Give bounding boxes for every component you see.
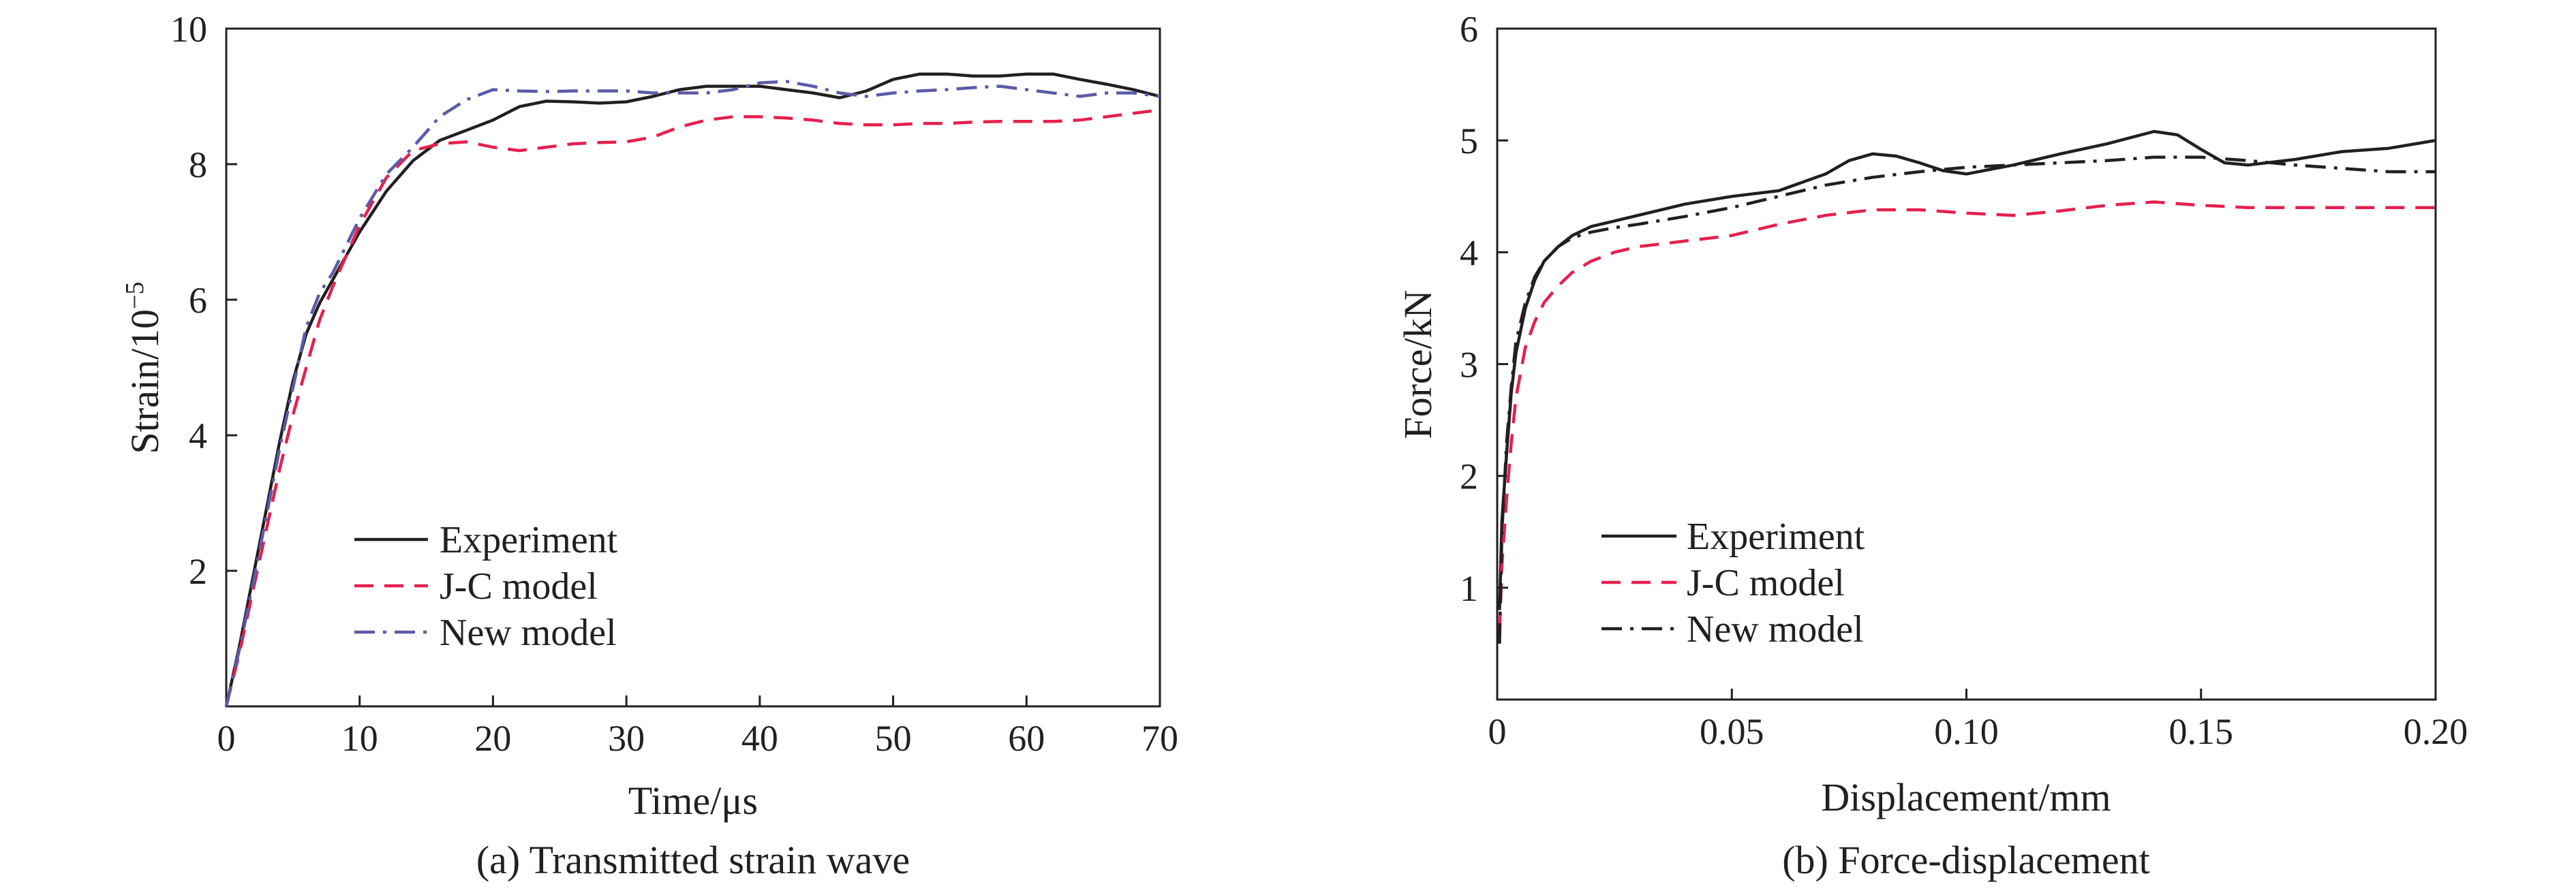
y-axis-title-exponent: −5 [121, 281, 149, 309]
y-tick-label: 2 [1460, 456, 1478, 497]
tick-labels: 0 0.05 0.10 0.15 0.20 1 2 3 4 5 6 [1460, 9, 2468, 752]
x-tick-label: 0 [217, 718, 236, 759]
legend-label-new-model: New model [1687, 608, 1864, 651]
caption-a: (a) Transmitted strain wave [476, 838, 910, 882]
x-tick-label: 0 [1488, 711, 1507, 752]
x-tick-label: 0.20 [2404, 711, 2468, 752]
chart-transmitted-strain-wave: 0 10 20 30 40 50 60 70 2 4 6 8 10 Time/μs Strain/10−… [121, 9, 1178, 882]
y-tick-label: 4 [189, 416, 207, 456]
series-lines [1498, 129, 2436, 644]
tick-marks [225, 27, 1161, 706]
x-tick-label: 20 [474, 718, 511, 759]
x-tick-label: 10 [341, 718, 378, 759]
series-line-j-c-model [1498, 200, 2436, 633]
x-tick-label: 30 [608, 718, 645, 759]
plot-area-frame [1496, 27, 2437, 701]
legend-label-new-model: New model [440, 612, 617, 654]
y-tick-label: 4 [1460, 232, 1478, 273]
tick-labels: 0 10 20 30 40 50 60 70 2 4 6 8 10 [170, 9, 1178, 759]
x-tick-label: 0.10 [1934, 711, 1999, 752]
x-tick-label: 0.15 [2169, 711, 2234, 752]
series-line-experiment [224, 72, 1161, 707]
series-line-j-c-model [224, 108, 1161, 707]
x-tick-label: 0.05 [1700, 711, 1764, 752]
legend-label-experiment: Experiment [440, 519, 618, 561]
y-axis-title: Strain/10−5 [121, 281, 167, 454]
legend-label-j-c-model: J-C model [440, 565, 598, 608]
y-tick-label: 1 [1460, 568, 1478, 609]
y-tick-label: 6 [189, 280, 207, 321]
series-line-new-model [224, 80, 1161, 707]
y-axis-title-base: Strain/10 [123, 309, 167, 454]
legend-label-experiment: Experiment [1687, 516, 1865, 558]
y-tick-label: 5 [1460, 121, 1478, 161]
y-tick-label: 8 [189, 144, 207, 185]
x-tick-label: 60 [1008, 718, 1045, 759]
series-lines [224, 72, 1161, 707]
y-tick-label: 6 [1460, 9, 1478, 50]
y-axis-title: Force/kN [1396, 289, 1440, 439]
x-tick-label: 70 [1141, 718, 1178, 759]
tick-marks [1496, 27, 2437, 700]
x-axis-title: Displacement/mm [1821, 775, 2111, 819]
y-tick-label: 3 [1460, 345, 1478, 386]
series-line-new-model [1498, 155, 2436, 644]
y-tick-label: 10 [170, 9, 207, 50]
legend-label-j-c-model: J-C model [1687, 562, 1845, 604]
x-tick-label: 50 [875, 718, 912, 759]
x-axis-title: Time/μs [628, 779, 758, 823]
caption-b: (b) Force-displacement [1782, 838, 2150, 882]
y-tick-label: 2 [189, 551, 207, 592]
plot-area-frame [225, 27, 1161, 708]
x-tick-label: 40 [741, 718, 778, 759]
series-line-experiment [1498, 129, 2436, 610]
